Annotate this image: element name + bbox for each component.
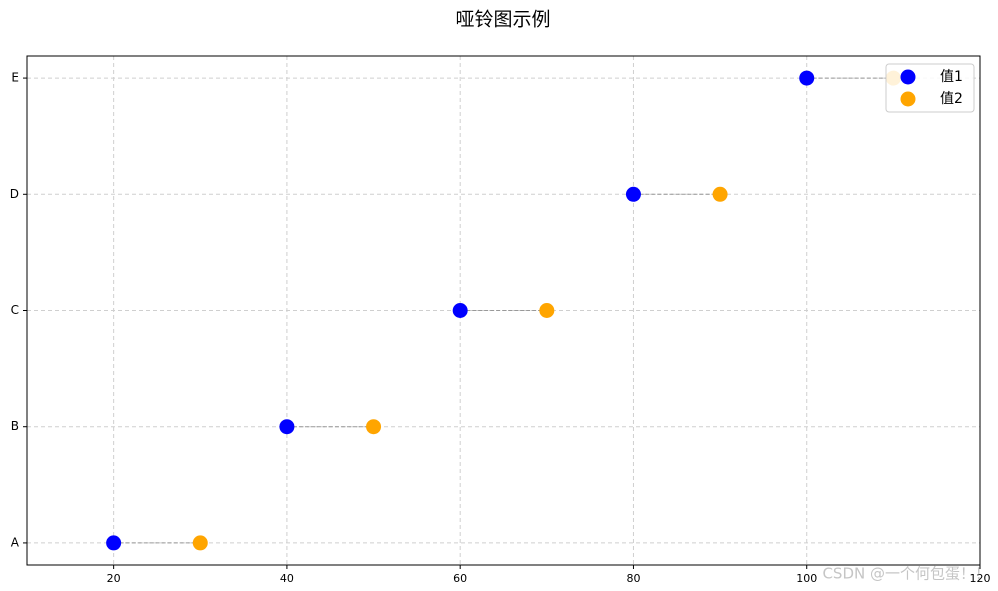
x-tick-label: 40 xyxy=(280,572,294,585)
dot xyxy=(452,303,468,318)
x-tick-label: 80 xyxy=(626,572,640,585)
dot xyxy=(279,419,295,435)
x-tick-label: 60 xyxy=(453,572,467,585)
y-tick-label: A xyxy=(11,535,20,549)
plot-frame xyxy=(26,55,981,566)
dot xyxy=(625,186,641,202)
y-tick-label: E xyxy=(11,71,19,85)
dot xyxy=(712,186,728,202)
y-tick-label: B xyxy=(11,419,19,433)
x-tick-label: 120 xyxy=(970,572,991,585)
dot xyxy=(799,70,815,86)
legend-marker xyxy=(900,91,916,107)
chart-title: 哑铃图示例 xyxy=(455,9,550,31)
watermark: CSDN @一个何包蛋！！ xyxy=(822,565,990,583)
dot xyxy=(106,535,122,551)
y-tick-label: C xyxy=(11,303,19,317)
legend-marker xyxy=(900,69,916,85)
legend-label: 值1 xyxy=(940,69,963,85)
dot xyxy=(539,303,555,318)
dot xyxy=(192,535,208,551)
y-tick-label: D xyxy=(10,187,19,201)
dot xyxy=(366,419,382,435)
x-tick-label: 20 xyxy=(107,572,121,585)
legend-label: 值2 xyxy=(940,91,963,107)
x-tick-label: 100 xyxy=(796,572,817,585)
